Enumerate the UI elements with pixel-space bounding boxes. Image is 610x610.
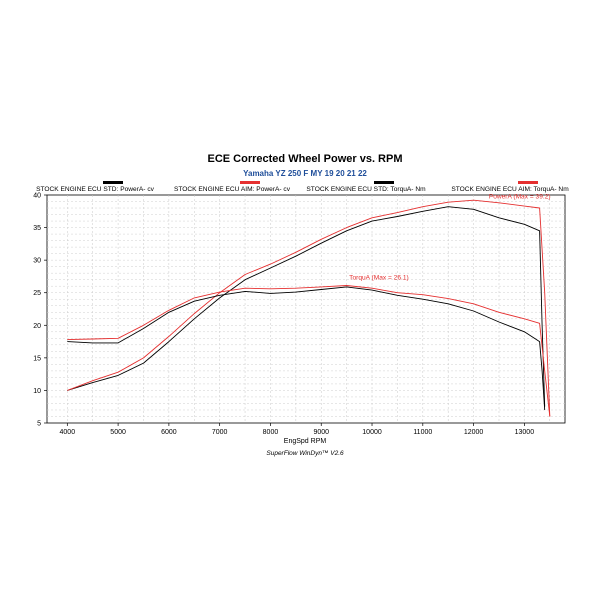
x-axis-label: EngSpd RPM bbox=[284, 438, 327, 445]
series-line-3 bbox=[67, 286, 546, 411]
series-line-2 bbox=[67, 199, 551, 417]
annotation-1: PowerA (Max = 39.2) bbox=[489, 193, 551, 200]
x-tick-label: 10000 bbox=[362, 429, 382, 436]
legend-swatch-2 bbox=[240, 181, 260, 184]
x-tick-label: 9000 bbox=[313, 429, 329, 436]
x-tick-label: 11000 bbox=[413, 429, 432, 436]
y-tick-label: 25 bbox=[33, 290, 41, 297]
x-tick-label: 12000 bbox=[464, 429, 484, 436]
x-tick-label: 4000 bbox=[60, 429, 76, 436]
plot-frame bbox=[46, 194, 566, 424]
series-line-1 bbox=[67, 206, 546, 407]
y-tick-label: 20 bbox=[33, 323, 41, 330]
y-tick-label: 10 bbox=[33, 388, 41, 395]
chart-legend: STOCK ENGINE ECU STD: PowerA- cv STOCK EN… bbox=[36, 181, 569, 193]
chart-title: ECE Corrected Wheel Power vs. RPM bbox=[208, 153, 403, 165]
y-tick-label: 40 bbox=[33, 193, 41, 200]
plot-area: 4000 5000 6000 7000 8000 9000 10000 11000 12000 1… bbox=[33, 193, 566, 436]
legend-label-4: STOCK ENGINE ECU AIM: TorquA- Nm bbox=[451, 186, 569, 193]
y-tick-label: 35 bbox=[33, 225, 41, 232]
x-tick-label: 5000 bbox=[110, 429, 126, 436]
annotation-2: TorquA (Max = 26.1) bbox=[349, 275, 409, 282]
x-tick-label: 7000 bbox=[212, 429, 228, 436]
x-tick-label: 8000 bbox=[263, 429, 279, 436]
y-tick-label: 30 bbox=[33, 258, 41, 265]
legend-label-2: STOCK ENGINE ECU AIM: PowerA- cv bbox=[174, 186, 291, 193]
y-tick-label: 15 bbox=[33, 355, 41, 362]
chart-subtitle: Yamaha YZ 250 F MY 19 20 21 22 bbox=[243, 169, 367, 178]
legend-swatch-3 bbox=[374, 181, 394, 184]
x-tick-label: 13000 bbox=[515, 429, 535, 436]
x-tick-label: 6000 bbox=[161, 429, 177, 436]
legend-label-1: STOCK ENGINE ECU STD: PowerA- cv bbox=[36, 186, 155, 193]
legend-swatch-1 bbox=[103, 181, 123, 184]
legend-label-3: STOCK ENGINE ECU STD: TorquA- Nm bbox=[306, 186, 426, 193]
series-line-4 bbox=[67, 285, 551, 417]
y-tick-label: 5 bbox=[37, 421, 41, 428]
legend-swatch-4 bbox=[518, 181, 538, 184]
software-credit: SuperFlow WinDyn™ V2.6 bbox=[266, 450, 344, 457]
